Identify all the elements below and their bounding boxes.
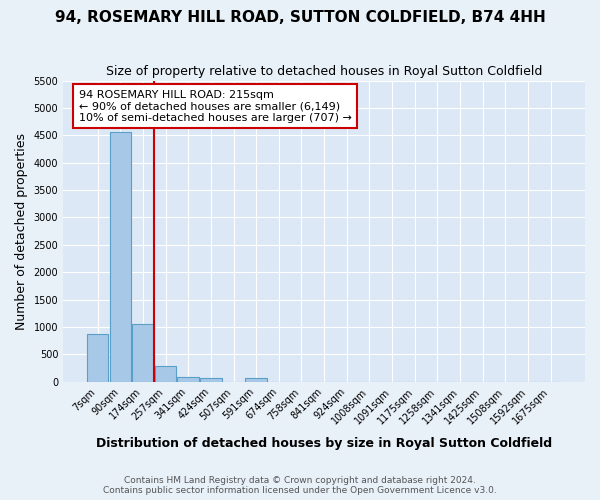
Bar (200, 378, 221, 382)
Text: Contains HM Land Registry data © Crown copyright and database right 2024.
Contai: Contains HM Land Registry data © Crown c… (103, 476, 497, 495)
Text: 94 ROSEMARY HILL ROAD: 215sqm
← 90% of detached houses are smaller (6,149)
10% o: 94 ROSEMARY HILL ROAD: 215sqm ← 90% of d… (79, 90, 352, 123)
Bar (132, 324, 154, 382)
Bar (155, 366, 176, 382)
Title: Size of property relative to detached houses in Royal Sutton Coldfield: Size of property relative to detached ho… (106, 65, 542, 78)
Text: 94, ROSEMARY HILL ROAD, SUTTON COLDFIELD, B74 4HH: 94, ROSEMARY HILL ROAD, SUTTON COLDFIELD… (55, 10, 545, 25)
Bar (245, 378, 267, 382)
Bar (87, 334, 109, 382)
Bar (178, 378, 199, 382)
X-axis label: Distribution of detached houses by size in Royal Sutton Coldfield: Distribution of detached houses by size … (96, 437, 552, 450)
Y-axis label: Number of detached properties: Number of detached properties (15, 132, 28, 330)
Bar (110, 132, 131, 382)
